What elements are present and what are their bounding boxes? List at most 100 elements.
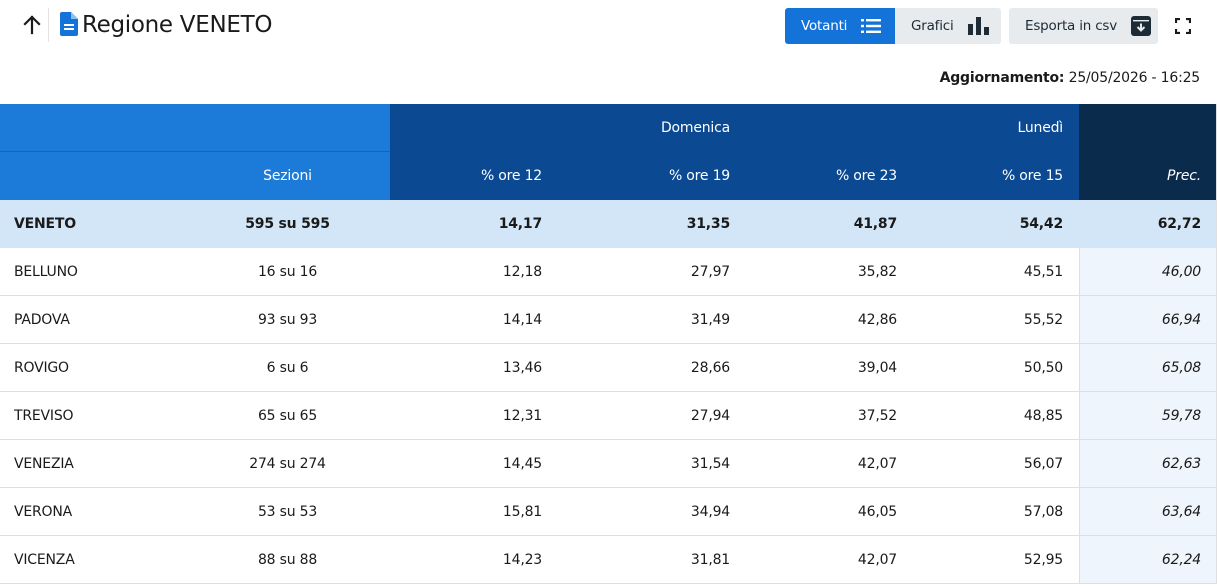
header-group-bg xyxy=(390,104,1079,152)
row-name: TREVISO xyxy=(14,408,74,424)
row-prec: 46,00 xyxy=(1079,248,1217,295)
update-label: Aggiornamento: xyxy=(939,70,1065,86)
row-ore19: 27,97 xyxy=(690,264,730,280)
fullscreen-button[interactable] xyxy=(1172,14,1194,38)
row-ore19: 27,94 xyxy=(690,408,730,424)
col-ore19[interactable]: % ore 19 xyxy=(668,168,730,184)
row-ore15: 45,51 xyxy=(1023,264,1063,280)
row-ore12: 15,81 xyxy=(502,504,542,520)
row-ore23: 35,82 xyxy=(857,264,897,280)
row-prec: 59,78 xyxy=(1079,392,1217,439)
table-row[interactable]: VERONA 53 su 53 15,81 34,94 46,05 57,08 … xyxy=(0,488,1217,536)
row-prec: 62,24 xyxy=(1079,536,1217,583)
row-ore12: 14,14 xyxy=(502,312,542,328)
table-row[interactable]: VENEZIA 274 su 274 14,45 31,54 42,07 56,… xyxy=(0,440,1217,488)
arrow-up-icon xyxy=(23,15,41,35)
col-prec[interactable]: Prec. xyxy=(1167,168,1201,184)
row-ore23: 39,04 xyxy=(857,360,897,376)
row-sezioni: 93 su 93 xyxy=(257,312,318,328)
row-ore23: 46,05 xyxy=(857,504,897,520)
row-ore12: 12,31 xyxy=(502,408,542,424)
row-sezioni: 88 su 88 xyxy=(257,552,318,568)
update-value: 25/05/2026 - 16:25 xyxy=(1068,70,1201,86)
row-ore15: 50,50 xyxy=(1023,360,1063,376)
view-toggle-group: Votanti Grafici xyxy=(785,8,1001,44)
row-name: VENEZIA xyxy=(14,456,74,472)
table-right-border xyxy=(1216,104,1217,584)
row-ore23: 42,07 xyxy=(857,552,897,568)
row-prec: 66,94 xyxy=(1079,296,1217,343)
row-sezioni: 274 su 274 xyxy=(249,456,326,472)
row-name: BELLUNO xyxy=(14,264,78,280)
row-prec: 65,08 xyxy=(1079,344,1217,391)
row-sezioni: 595 su 595 xyxy=(245,216,330,232)
row-ore15: 55,52 xyxy=(1023,312,1063,328)
row-ore12: 14,45 xyxy=(502,456,542,472)
header-divider xyxy=(48,8,49,42)
row-ore15: 52,95 xyxy=(1023,552,1063,568)
list-icon xyxy=(861,19,882,33)
row-sezioni: 65 su 65 xyxy=(257,408,318,424)
row-ore12: 14,23 xyxy=(502,552,542,568)
table-row-total[interactable]: VENETO 595 su 595 14,17 31,35 41,87 54,4… xyxy=(0,200,1217,248)
row-ore19: 34,94 xyxy=(690,504,730,520)
row-sezioni: 6 su 6 xyxy=(266,360,309,376)
row-ore23: 37,52 xyxy=(857,408,897,424)
row-prec: 62,72 xyxy=(1079,200,1217,248)
row-ore15: 48,85 xyxy=(1023,408,1063,424)
group-domenica: Domenica xyxy=(660,120,730,136)
export-csv-label: Esporta in csv xyxy=(1025,18,1118,34)
table-row[interactable]: VICENZA 88 su 88 14,23 31,81 42,07 52,95… xyxy=(0,536,1217,584)
col-ore15[interactable]: % ore 15 xyxy=(1001,168,1063,184)
row-ore12: 14,17 xyxy=(498,216,542,232)
update-timestamp: Aggiornamento: 25/05/2026 - 16:25 xyxy=(939,70,1201,86)
header-blank-right xyxy=(1079,104,1217,152)
row-ore19: 31,81 xyxy=(690,552,730,568)
grafici-button[interactable]: Grafici xyxy=(895,8,1001,44)
row-ore19: 31,54 xyxy=(690,456,730,472)
bar-chart-icon xyxy=(967,17,989,35)
page-header: Regione VENETO Votanti Grafici Esporta i… xyxy=(0,0,1218,56)
row-ore23: 42,07 xyxy=(857,456,897,472)
col-sezioni[interactable]: Sezioni xyxy=(263,168,312,184)
table-column-header: Sezioni % ore 12 % ore 19 % ore 23 % ore… xyxy=(0,152,1217,200)
row-ore19: 28,66 xyxy=(690,360,730,376)
table-row[interactable]: ROVIGO 6 su 6 13,46 28,66 39,04 50,50 65… xyxy=(0,344,1217,392)
row-ore23: 42,86 xyxy=(857,312,897,328)
row-ore19: 31,35 xyxy=(686,216,730,232)
archive-download-icon xyxy=(1131,16,1152,36)
document-icon xyxy=(60,12,78,36)
header-blank-left xyxy=(0,104,390,152)
row-ore23: 41,87 xyxy=(853,216,897,232)
row-sezioni: 53 su 53 xyxy=(257,504,318,520)
header-left-bg xyxy=(0,152,390,200)
row-name: ROVIGO xyxy=(14,360,69,376)
row-ore19: 31,49 xyxy=(690,312,730,328)
row-ore15: 56,07 xyxy=(1023,456,1063,472)
table-row[interactable]: TREVISO 65 su 65 12,31 27,94 37,52 48,85… xyxy=(0,392,1217,440)
header-right-bg xyxy=(1079,152,1217,200)
row-ore15: 57,08 xyxy=(1023,504,1063,520)
table-group-header: Domenica Lunedì xyxy=(0,104,1217,152)
row-name: VENETO xyxy=(14,216,76,232)
row-ore12: 12,18 xyxy=(502,264,542,280)
grafici-button-label: Grafici xyxy=(911,18,954,34)
row-prec: 62,63 xyxy=(1079,440,1217,487)
table-row[interactable]: BELLUNO 16 su 16 12,18 27,97 35,82 45,51… xyxy=(0,248,1217,296)
col-ore23[interactable]: % ore 23 xyxy=(835,168,897,184)
row-sezioni: 16 su 16 xyxy=(257,264,318,280)
back-button[interactable] xyxy=(18,10,46,40)
table-row[interactable]: PADOVA 93 su 93 14,14 31,49 42,86 55,52 … xyxy=(0,296,1217,344)
export-csv-button[interactable]: Esporta in csv xyxy=(1009,8,1158,44)
row-name: VICENZA xyxy=(14,552,75,568)
row-ore15: 54,42 xyxy=(1019,216,1063,232)
row-name: PADOVA xyxy=(14,312,70,328)
col-ore12[interactable]: % ore 12 xyxy=(480,168,542,184)
row-name: VERONA xyxy=(14,504,73,520)
page-title: Regione VENETO xyxy=(82,12,273,38)
fullscreen-icon xyxy=(1175,18,1191,34)
row-prec: 63,64 xyxy=(1079,488,1217,535)
header-mid-bg xyxy=(390,152,1079,200)
votanti-button[interactable]: Votanti xyxy=(785,8,895,44)
row-ore12: 13,46 xyxy=(502,360,542,376)
